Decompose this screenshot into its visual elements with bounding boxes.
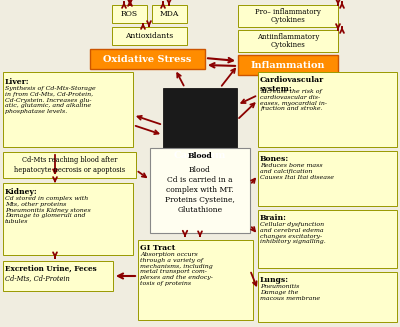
Text: Pro– inflammatory
Cytokines: Pro– inflammatory Cytokines [255,8,321,24]
Text: GI Tract: GI Tract [140,244,175,252]
FancyBboxPatch shape [3,261,113,291]
Text: Antiinflammatory
Cytokines: Antiinflammatory Cytokines [257,33,319,49]
FancyBboxPatch shape [3,183,133,255]
FancyBboxPatch shape [152,5,187,23]
FancyBboxPatch shape [150,148,250,233]
FancyBboxPatch shape [238,30,338,52]
Text: Synthesis of Cd-Mts-Storage
in from Cd-Mts, Cd-Protein,
Cd-Crystein. Increases g: Synthesis of Cd-Mts-Storage in from Cd-M… [5,86,96,114]
Text: Cd stored in complex with
Mts, other proteins
Pneumonitis Kidney stones
Damage t: Cd stored in complex with Mts, other pro… [5,196,91,224]
Text: Lungs:: Lungs: [260,276,289,284]
Text: MDA: MDA [160,10,179,18]
FancyBboxPatch shape [163,88,237,148]
Text: Kidney:: Kidney: [5,188,38,196]
FancyBboxPatch shape [258,272,397,322]
Text: Cd-Mts, Cd-Protein: Cd-Mts, Cd-Protein [5,274,70,282]
Text: Reduces bone mass
and calcification
Causes Itai Itai disease: Reduces bone mass and calcification Caus… [260,163,334,180]
Text: Bones:: Bones: [260,155,289,163]
Text: Cd-Mts reaching blood after
hepatocyte necrosis or apoptosis: Cd-Mts reaching blood after hepatocyte n… [14,156,125,174]
FancyBboxPatch shape [112,5,147,23]
FancyBboxPatch shape [258,210,397,268]
FancyBboxPatch shape [138,240,253,320]
Text: Cellular dysfunction
and cerebral edema
changes excitatory-
inhibitory signallin: Cellular dysfunction and cerebral edema … [260,222,326,244]
FancyBboxPatch shape [90,49,205,69]
Text: Increase the risk of
cardiovascular dis-
eases, myocardial in-
fraction and stro: Increase the risk of cardiovascular dis-… [260,89,327,112]
Text: Pneumonitis
Damage the
macous membrane: Pneumonitis Damage the macous membrane [260,284,320,301]
FancyBboxPatch shape [238,55,338,75]
FancyBboxPatch shape [112,27,187,45]
Text: Oxidative Stress: Oxidative Stress [103,55,192,63]
FancyBboxPatch shape [238,5,338,27]
Text: Excretion Urine, Feces: Excretion Urine, Feces [5,265,97,273]
Text: Brain:: Brain: [260,214,287,222]
Text: Cardiovascular
system:: Cardiovascular system: [260,76,324,93]
FancyBboxPatch shape [3,152,136,178]
Text: Blood: Blood [188,152,212,160]
Text: Antioxidants: Antioxidants [125,32,174,40]
Text: Inflammation: Inflammation [251,60,325,70]
Text: ROS: ROS [121,10,138,18]
FancyBboxPatch shape [258,151,397,206]
Text: Blood
Cd is carried in a
complex with MT.
Proteins Cysteine,
Glutathione: Blood Cd is carried in a complex with MT… [165,166,235,214]
Text: Absorption occurs
through a variety of
mechanisms, including
metal transport com: Absorption occurs through a variety of m… [140,252,213,286]
Text: Cadmium: Cadmium [174,150,226,160]
Text: Liver:: Liver: [5,78,30,86]
FancyBboxPatch shape [3,72,133,147]
FancyBboxPatch shape [258,72,397,147]
